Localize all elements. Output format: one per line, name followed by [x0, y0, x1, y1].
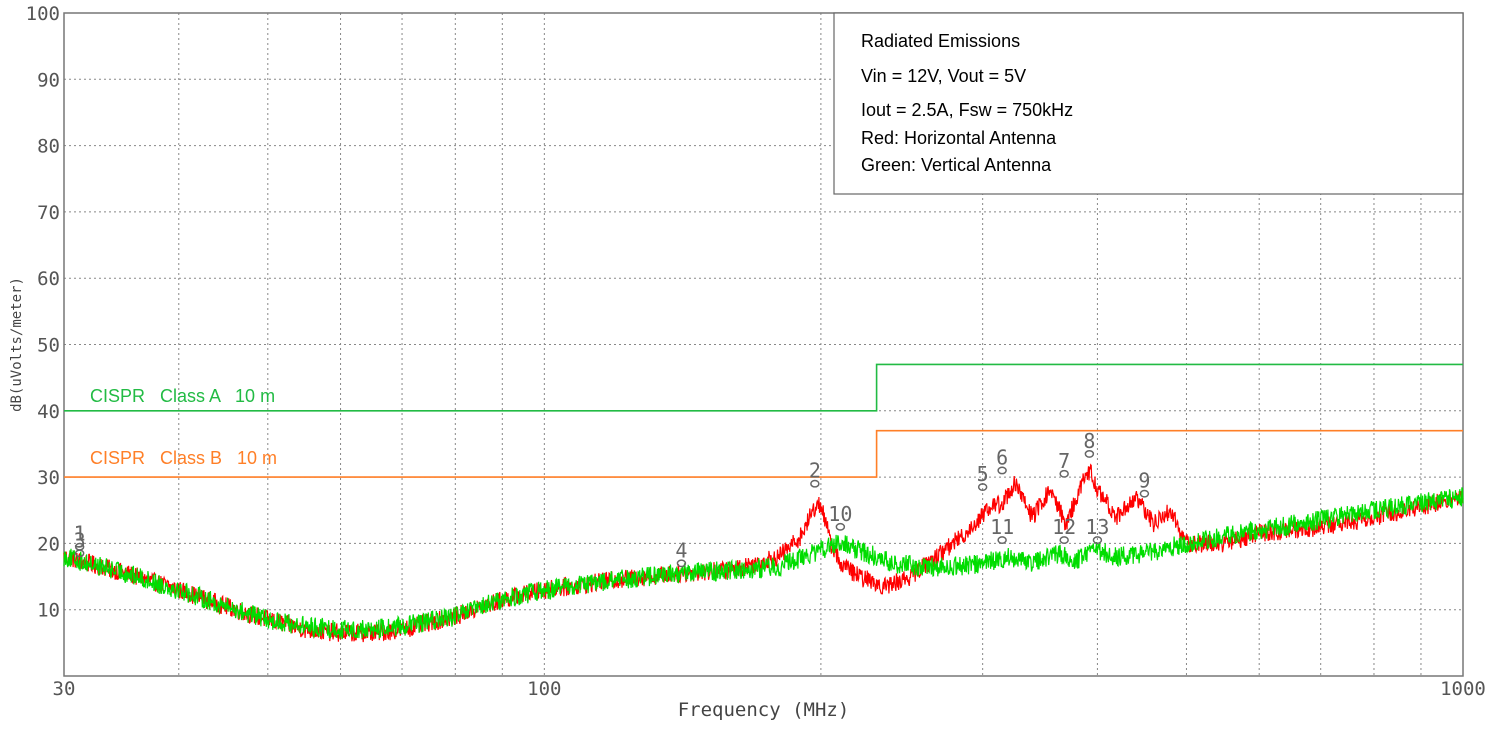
x-axis-title: Frequency (MHz): [678, 699, 850, 721]
marker-circle: [835, 522, 846, 531]
marker-circle: [997, 466, 1007, 475]
y-tick-label: 20: [37, 533, 60, 555]
limit-label-class-a: CISPR Class A 10 m: [90, 386, 275, 406]
marker-label: 4: [675, 538, 687, 562]
legend-frame: [833, 12, 1464, 195]
marker-label: 13: [1085, 515, 1109, 539]
marker-circle: [74, 549, 85, 558]
marker-label: 9: [1138, 469, 1150, 493]
legend-box: Radiated Emissions Vin = 12V, Vout = 5V …: [833, 12, 1464, 195]
y-axis-title: dB(uVolts/meter): [9, 277, 25, 412]
x-tick-label: 30: [53, 678, 76, 700]
marker-circle: [997, 536, 1007, 545]
legend-line-output: Iout = 2.5A, Fsw = 750kHz: [861, 100, 1073, 120]
marker-label: 2: [809, 459, 821, 483]
y-tick-label: 70: [37, 202, 60, 224]
y-tick-label: 40: [37, 401, 60, 423]
marker-label: 10: [828, 502, 852, 526]
marker-circle: [1139, 489, 1150, 498]
series-layer: [63, 463, 1464, 643]
series-vertical-antenna: [63, 487, 1464, 640]
plot-frame: [63, 12, 1464, 677]
y-tick-label: 10: [37, 600, 60, 622]
marker-circle: [676, 559, 687, 568]
marker-circle: [810, 479, 820, 488]
y-tick-label: 60: [37, 268, 60, 290]
marker-circle: [1092, 536, 1103, 545]
marker-label: 5: [977, 462, 989, 486]
limit-line-class-b: [64, 429, 1463, 478]
marker-circle: [977, 483, 988, 491]
marker-label: 1: [74, 522, 86, 546]
y-tick-label: 80: [37, 136, 60, 158]
marker-circle: [1059, 469, 1069, 478]
marker-circle: [1084, 449, 1095, 458]
y-tick-label: 90: [37, 69, 60, 91]
marker-label: 11: [990, 515, 1014, 539]
marker-label: 8: [1083, 429, 1095, 453]
legend-line-input: Vin = 12V, Vout = 5V: [861, 66, 1026, 86]
legend-line-green: Green: Vertical Antenna: [861, 155, 1052, 175]
x-tick-label: 100: [527, 678, 561, 700]
y-tick-label: 30: [37, 467, 60, 489]
marker-label: 12: [1052, 515, 1076, 539]
y-tick-label: 50: [37, 335, 60, 357]
legend-line-red: Red: Horizontal Antenna: [861, 128, 1057, 148]
y-tick-label: 100: [26, 3, 60, 25]
x-tick-label: 1000: [1440, 678, 1486, 700]
limit-line-class-a: [64, 363, 1463, 412]
marker-circle: [1059, 536, 1069, 545]
limit-label-class-b: CISPR Class B 10 m: [90, 448, 277, 468]
legend-line-title: Radiated Emissions: [861, 31, 1020, 51]
limit-layer: [64, 363, 1463, 478]
marker-label: 6: [996, 445, 1008, 469]
marker-label: 7: [1058, 449, 1070, 473]
tick-labels: 10 20 30 40 50 60 70 80 90 100 30 100 1000: [26, 3, 1486, 700]
marker-label: 3: [74, 528, 86, 552]
